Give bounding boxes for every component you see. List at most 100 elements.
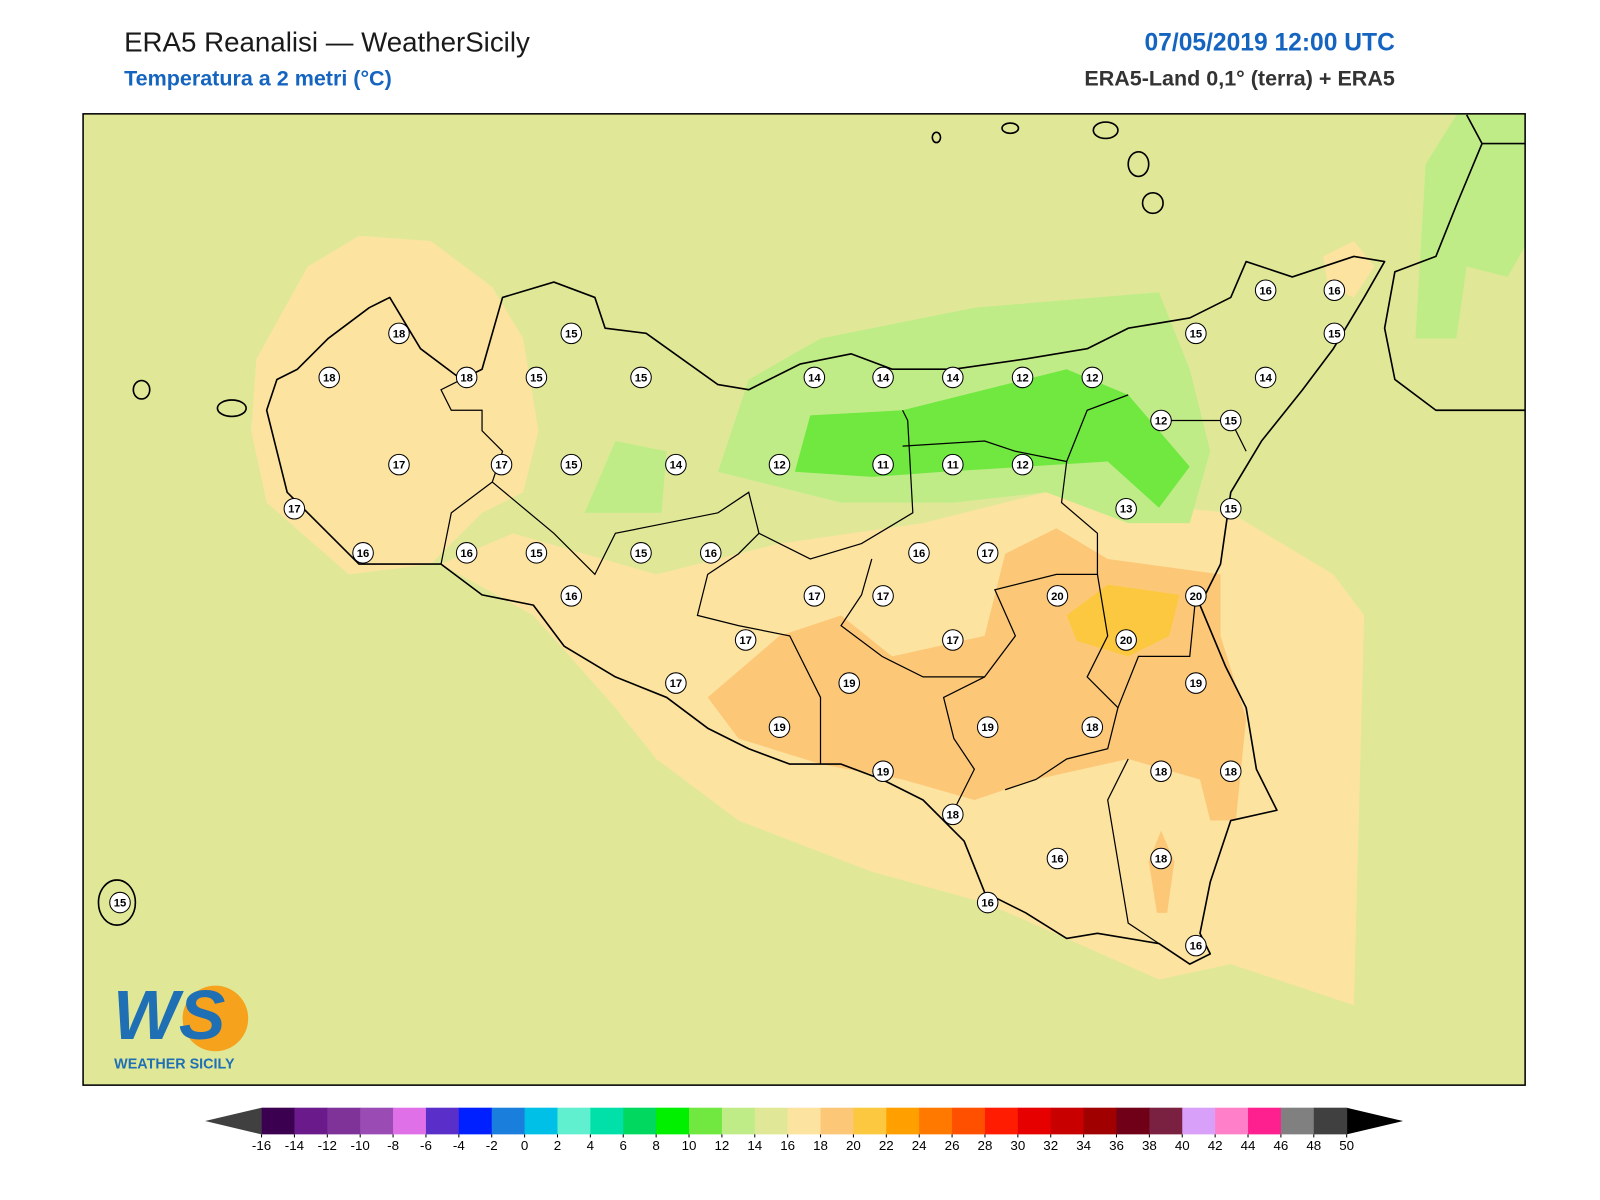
warmest-field	[1066, 584, 1180, 657]
station-value: 18	[460, 372, 473, 384]
colorbar-label: 16	[780, 1138, 795, 1153]
colorbar-segment	[656, 1107, 690, 1135]
station-marker	[665, 672, 687, 694]
colorbar-label: 30	[1010, 1138, 1025, 1153]
station-value: 19	[773, 722, 786, 734]
station-value: 11	[877, 460, 889, 472]
province-border	[758, 409, 914, 560]
station-value: 16	[981, 898, 994, 910]
station-marker	[352, 542, 374, 564]
station-marker	[1150, 760, 1172, 783]
colorbar-segment	[1050, 1107, 1085, 1135]
colorbar-label: 22	[879, 1138, 894, 1153]
colorbar-segment	[1248, 1107, 1282, 1135]
colorbar-segment	[689, 1107, 723, 1135]
map-area: 18 15 18 18 15 15 14 14 14 12 12 16 16 15 15 14 12 15 17 17…	[82, 113, 1526, 1086]
station-value: 18	[323, 372, 336, 384]
colorbar-segment	[919, 1107, 953, 1135]
station-marker	[872, 585, 894, 607]
colorbar-label: 8	[652, 1138, 659, 1153]
station-marker	[768, 453, 791, 476]
station-marker	[1254, 279, 1277, 302]
colorbar-segment	[557, 1107, 591, 1135]
station-value: 17	[495, 460, 508, 472]
colorbar-segment	[261, 1107, 295, 1135]
station-value: 14	[808, 372, 821, 384]
station-marker	[525, 542, 548, 564]
logo-text: WEATHER SICILY	[114, 1056, 235, 1072]
station-value: 20	[1120, 635, 1133, 647]
colorbar-segment	[721, 1107, 756, 1135]
station-value: 15	[1225, 416, 1238, 428]
colorbar-label: 34	[1076, 1138, 1091, 1153]
colorbar-label: 24	[912, 1138, 927, 1153]
colorbar-label: 4	[587, 1138, 595, 1153]
colorbar-segment	[1017, 1107, 1052, 1135]
station-value: 13	[1120, 504, 1133, 516]
station-marker	[388, 453, 410, 476]
colorbar-label: 26	[945, 1138, 960, 1153]
station-marker	[560, 585, 583, 607]
province-border	[902, 394, 1129, 463]
colorbar-label: 44	[1241, 1138, 1256, 1153]
station-marker	[1185, 585, 1207, 607]
colorbar-label: 42	[1208, 1138, 1223, 1153]
island	[216, 399, 247, 418]
station-value: 17	[393, 460, 406, 472]
station-value: 17	[877, 591, 890, 603]
colorbar-label: -4	[453, 1138, 465, 1153]
colorbar-label: 36	[1109, 1138, 1124, 1153]
colorbar-segment	[1182, 1107, 1216, 1135]
colorbar-label: 38	[1142, 1138, 1157, 1153]
station-value: 16	[460, 548, 473, 560]
colorbar-segment	[425, 1107, 460, 1135]
station-marker	[630, 542, 652, 564]
station-value: 12	[1086, 372, 1099, 384]
station-marker	[803, 585, 826, 607]
station-marker	[908, 542, 930, 564]
station-marker	[700, 542, 722, 564]
colorbar-label: 20	[846, 1138, 861, 1153]
province-border	[840, 461, 1099, 678]
station-value: 15	[635, 372, 648, 384]
station-marker	[768, 716, 791, 738]
colorbar-segment	[1149, 1107, 1183, 1135]
colorbar-segment	[886, 1107, 920, 1135]
station-value: 14	[877, 372, 890, 384]
station-value: 12	[1155, 416, 1168, 428]
station-value: 19	[877, 766, 890, 778]
station-marker	[1185, 934, 1207, 957]
colorbar-segment	[623, 1107, 657, 1135]
station-marker	[872, 366, 894, 389]
colorbar-segment	[360, 1107, 394, 1135]
station-marker	[1323, 322, 1346, 345]
colorbar-label: 18	[813, 1138, 828, 1153]
cold-field	[794, 369, 1190, 508]
station-value: 15	[1190, 328, 1203, 340]
colorbar-segment	[952, 1107, 986, 1135]
station-value: 20	[1190, 591, 1203, 603]
colorbar-segment	[820, 1107, 854, 1135]
station-value: 15	[565, 328, 578, 340]
colorbar-label: 6	[620, 1138, 627, 1153]
station-value: 12	[1016, 460, 1029, 472]
station-value: 18	[393, 328, 406, 340]
colorbar-segment	[1215, 1107, 1249, 1135]
colorbar-segment	[294, 1107, 328, 1135]
station-marker	[560, 322, 583, 345]
station-marker	[872, 760, 894, 783]
colorbar-segment	[787, 1107, 822, 1135]
station-marker	[942, 453, 964, 476]
station-marker	[388, 322, 410, 345]
station-marker	[976, 891, 999, 914]
colorbar-segment	[1313, 1107, 1348, 1135]
station-marker	[838, 672, 860, 694]
station-value: 16	[565, 591, 578, 603]
colorbar-segment	[590, 1107, 624, 1135]
colorbar-label: -14	[285, 1138, 305, 1153]
colorbar-label: 12	[714, 1138, 729, 1153]
station-value: 16	[705, 548, 718, 560]
station-value: 15	[530, 372, 543, 384]
station-marker	[525, 366, 548, 389]
station-marker	[872, 453, 894, 476]
